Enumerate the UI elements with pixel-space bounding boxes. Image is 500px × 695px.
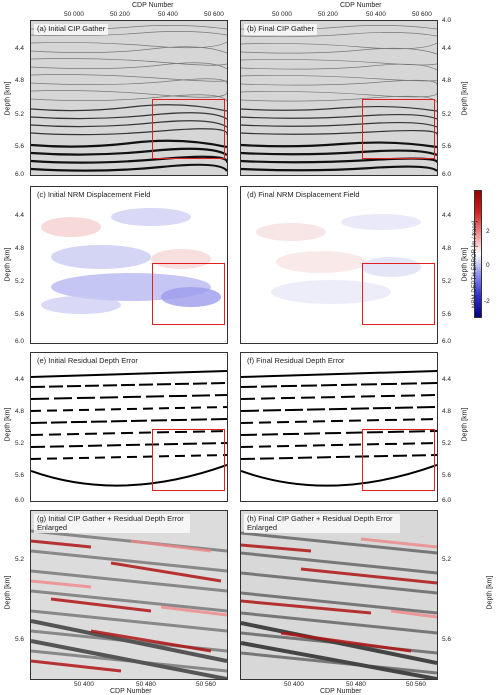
- depth-tick-label: 5.6: [15, 311, 25, 318]
- depth-tick-label: 4.8: [442, 408, 452, 415]
- depth-axis-title-right: Depth [km]: [486, 575, 494, 610]
- depth-tick-label: 5.2: [442, 278, 452, 285]
- panel-f-label: (f) Final Residual Depth Error: [244, 356, 348, 367]
- depth-axis-title-right: Depth [km]: [461, 81, 469, 116]
- panel-a-label: (a) Initial CIP Gather: [34, 24, 109, 35]
- panel-e-initial-residual-error: (e) Initial Residual Depth Error: [30, 352, 228, 502]
- panel-c-initial-displacement-field: (c) Initial NRM Displacement Field: [30, 186, 228, 344]
- depth-tick-label: 5.2: [15, 278, 25, 285]
- colorbar-label: NRM DEPTH ERROR [m / trace]: [472, 220, 478, 308]
- zoom-region-box: [362, 99, 435, 159]
- depth-tick-label: 5.6: [15, 143, 25, 150]
- top-axis-title-right: CDP Number: [340, 2, 382, 9]
- depth-tick-label: 5.2: [442, 111, 452, 118]
- panel-f-final-residual-error: (f) Final Residual Depth Error: [240, 352, 438, 502]
- panel-g-initial-enlarged: (g) Initial CIP Gather + Residual Depth …: [30, 510, 228, 680]
- top-tick-label: 50 000: [64, 11, 84, 18]
- depth-tick-label: 5.2: [15, 111, 25, 118]
- panel-h-label: (h) Final CIP Gather + Residual Depth Er…: [244, 514, 400, 534]
- panel-e-label: (e) Initial Residual Depth Error: [34, 356, 141, 367]
- panel-g-label: (g) Initial CIP Gather + Residual Depth …: [34, 514, 190, 534]
- top-tick-label: 50 200: [318, 11, 338, 18]
- bottom-axis-title: CDP Number: [320, 688, 362, 695]
- zoom-region-box: [362, 263, 435, 325]
- colorbar-tick-label: 2: [486, 228, 490, 235]
- enlarged-overlay-image: [31, 511, 227, 679]
- depth-tick-label: 4.4: [15, 212, 25, 219]
- depth-tick-label: 5.2: [442, 440, 452, 447]
- bottom-axis-title: CDP Number: [110, 688, 152, 695]
- depth-tick-label: 5.6: [442, 472, 452, 479]
- enlarged-overlay-image: [241, 511, 437, 679]
- colorbar: [474, 190, 482, 318]
- depth-tick-label: 5.6: [15, 636, 25, 643]
- depth-axis-title: Depth [km]: [4, 575, 12, 610]
- panel-b-final-cip-gather: (b) Final CIP Gather: [240, 20, 438, 176]
- top-axis-title: CDP Number: [132, 2, 174, 9]
- depth-tick-label: 5.6: [442, 143, 452, 150]
- top-tick-label: 50 400: [158, 11, 178, 18]
- depth-tick-label: 4.8: [15, 408, 25, 415]
- depth-tick-label: 4.4: [15, 376, 25, 383]
- residual-error-image: [31, 353, 227, 501]
- bottom-tick-label: 50 400: [74, 681, 94, 688]
- depth-tick-label: 4.8: [442, 77, 452, 84]
- depth-tick-label: 5.2: [15, 556, 25, 563]
- depth-tick-label: 5.2: [15, 440, 25, 447]
- bottom-tick-label: 50 560: [406, 681, 426, 688]
- residual-error-image: [241, 353, 437, 501]
- depth-tick-label: 5.6: [442, 636, 452, 643]
- colorbar-tick-label: 0: [486, 262, 490, 269]
- bottom-tick-label: 50 480: [346, 681, 366, 688]
- displacement-field-image: [241, 187, 437, 343]
- depth-tick-label: 4.0: [442, 17, 452, 24]
- panel-c-label: (c) Initial NRM Displacement Field: [34, 190, 154, 201]
- depth-axis-title-right: Depth [km]: [461, 407, 469, 442]
- depth-tick-label: 4.4: [442, 212, 452, 219]
- top-tick-label: 50 600: [412, 11, 432, 18]
- zoom-region-box: [152, 99, 225, 159]
- depth-tick-label: 5.6: [442, 311, 452, 318]
- depth-axis-title: Depth [km]: [4, 407, 12, 442]
- top-tick-label: 50 000: [272, 11, 292, 18]
- top-tick-label: 50 600: [204, 11, 224, 18]
- depth-tick-label: 4.4: [442, 45, 452, 52]
- zoom-region-box: [152, 263, 225, 325]
- zoom-region-box: [152, 429, 225, 491]
- top-tick-label: 50 200: [110, 11, 130, 18]
- depth-tick-label: 4.4: [442, 376, 452, 383]
- displacement-field-image: [31, 187, 227, 343]
- seismic-image: [31, 21, 227, 175]
- depth-tick-label: 6.0: [15, 497, 25, 504]
- depth-axis-title: Depth [km]: [4, 81, 12, 116]
- colorbar-tick-label: -2: [484, 298, 490, 305]
- depth-tick-label: 6.0: [442, 497, 452, 504]
- depth-tick-label: 4.8: [15, 77, 25, 84]
- bottom-tick-label: 50 480: [136, 681, 156, 688]
- depth-axis-title: Depth [km]: [4, 247, 12, 282]
- depth-tick-label: 5.6: [15, 472, 25, 479]
- bottom-tick-label: 50 400: [284, 681, 304, 688]
- depth-tick-label: 6.0: [15, 338, 25, 345]
- zoom-region-box: [362, 429, 435, 491]
- depth-axis-title-right: Depth [km]: [461, 247, 469, 282]
- bottom-tick-label: 50 560: [196, 681, 216, 688]
- depth-tick-label: 6.0: [15, 171, 25, 178]
- depth-tick-label: 6.0: [442, 171, 452, 178]
- top-tick-label: 50 400: [366, 11, 386, 18]
- panel-a-initial-cip-gather: (a) Initial CIP Gather: [30, 20, 228, 176]
- panel-d-final-displacement-field: (d) Final NRM Displacement Field: [240, 186, 438, 344]
- depth-tick-label: 4.8: [15, 245, 25, 252]
- panel-h-final-enlarged: (h) Final CIP Gather + Residual Depth Er…: [240, 510, 438, 680]
- depth-tick-label: 4.4: [15, 45, 25, 52]
- panel-b-label: (b) Final CIP Gather: [244, 24, 317, 35]
- depth-tick-label: 4.8: [442, 245, 452, 252]
- depth-tick-label: 6.0: [442, 338, 452, 345]
- seismic-image: [241, 21, 437, 175]
- depth-tick-label: 5.2: [442, 556, 452, 563]
- panel-d-label: (d) Final NRM Displacement Field: [244, 190, 363, 201]
